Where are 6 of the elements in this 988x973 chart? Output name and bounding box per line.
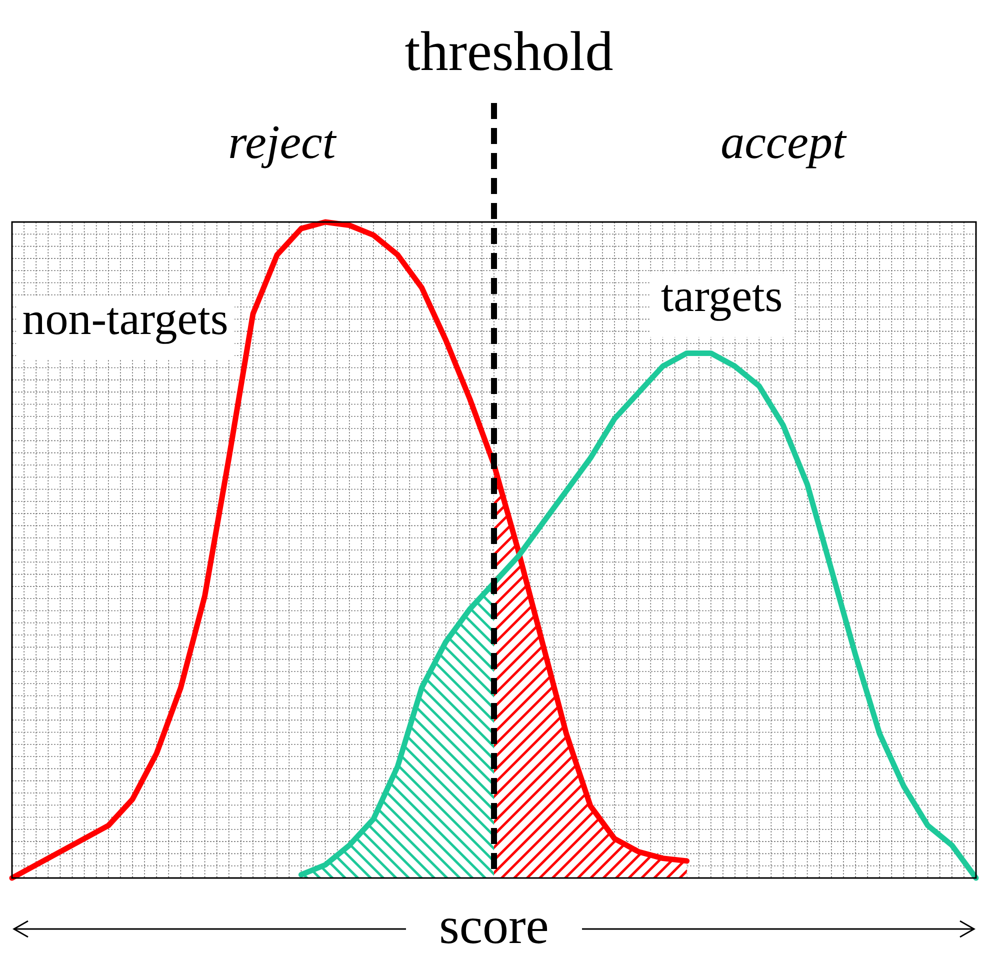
text: reject: [228, 116, 338, 169]
x-axis-title: score: [439, 898, 549, 955]
series-label: non-targets: [22, 293, 228, 344]
text: threshold: [404, 21, 614, 83]
series-label: targets: [660, 270, 783, 322]
text: accept: [720, 116, 848, 169]
